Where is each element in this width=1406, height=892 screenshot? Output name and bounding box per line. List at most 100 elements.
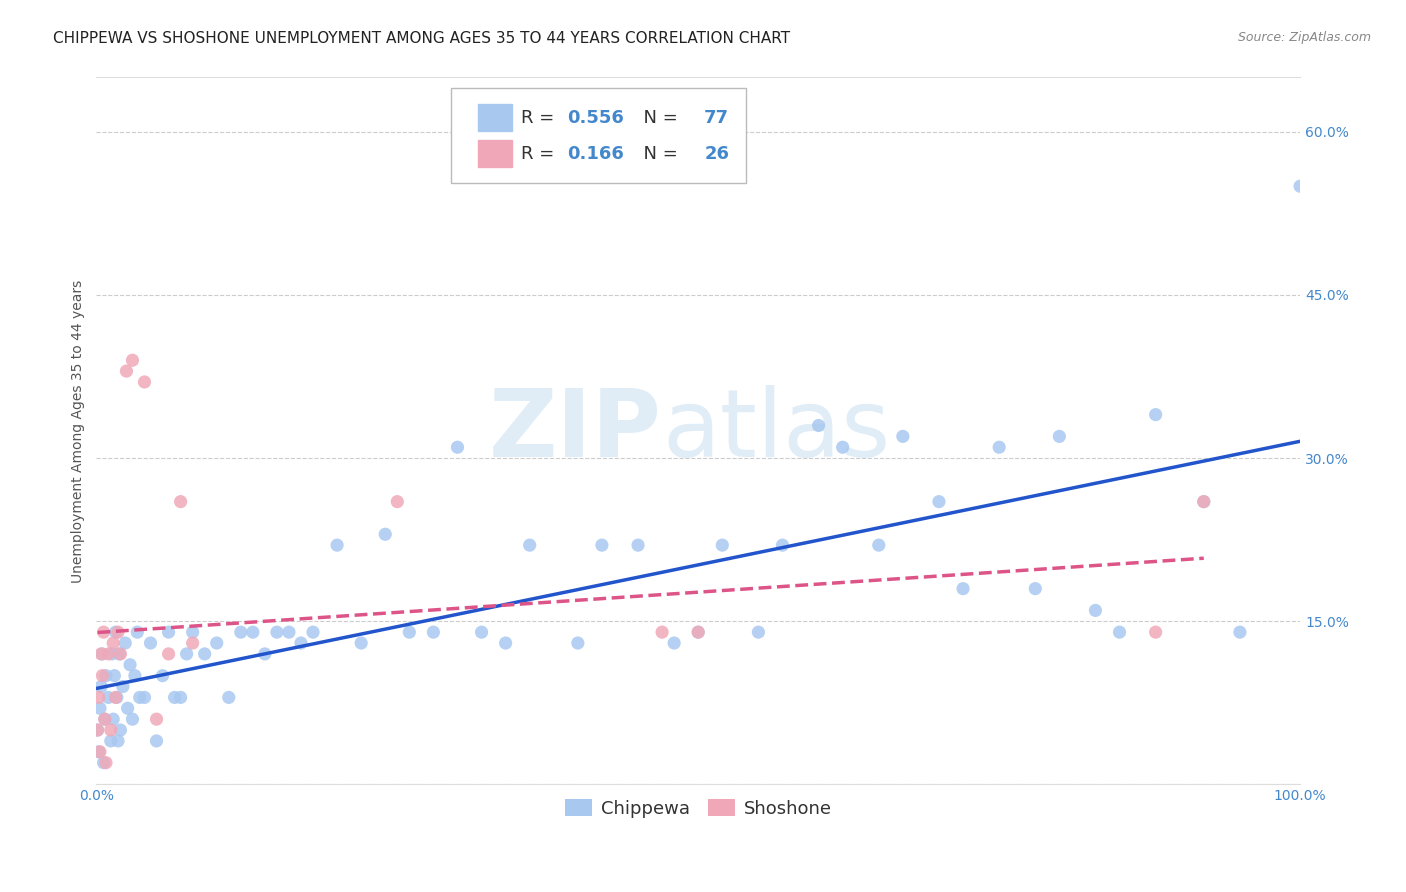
FancyBboxPatch shape	[451, 88, 747, 184]
Point	[94, 668, 117, 682]
Point	[86, 723, 108, 737]
Point	[253, 647, 276, 661]
Point	[169, 690, 191, 705]
Point	[117, 701, 139, 715]
Point	[145, 712, 167, 726]
Text: ZIP: ZIP	[489, 385, 662, 477]
Point	[831, 440, 853, 454]
Point	[1047, 429, 1070, 443]
Point	[87, 690, 110, 705]
Point	[422, 625, 444, 640]
Point	[868, 538, 890, 552]
Point	[110, 647, 132, 661]
Point	[988, 440, 1011, 454]
Point	[103, 668, 125, 682]
Point	[495, 636, 517, 650]
Text: R =: R =	[522, 109, 560, 127]
Point	[891, 429, 914, 443]
Point	[120, 657, 142, 672]
Point	[567, 636, 589, 650]
Point	[90, 647, 112, 661]
Point	[134, 690, 156, 705]
Point	[157, 647, 180, 661]
Point	[101, 647, 124, 661]
Point	[115, 364, 138, 378]
Point	[104, 625, 127, 640]
Point	[350, 636, 373, 650]
Point	[470, 625, 492, 640]
Point	[152, 668, 174, 682]
Point	[807, 418, 830, 433]
Point	[111, 680, 134, 694]
Point	[97, 690, 120, 705]
Point	[114, 636, 136, 650]
Point	[374, 527, 396, 541]
Point	[1144, 408, 1167, 422]
Point	[1192, 494, 1215, 508]
Point	[278, 625, 301, 640]
Point	[181, 625, 204, 640]
Point	[952, 582, 974, 596]
Point	[1084, 603, 1107, 617]
Point	[121, 353, 143, 368]
Point	[103, 636, 125, 650]
Point	[651, 625, 673, 640]
Point	[145, 734, 167, 748]
Point	[1289, 179, 1312, 194]
Y-axis label: Unemployment Among Ages 35 to 44 years: Unemployment Among Ages 35 to 44 years	[72, 279, 86, 582]
Point	[242, 625, 264, 640]
Point	[1229, 625, 1251, 640]
Point	[94, 712, 117, 726]
Point	[1108, 625, 1130, 640]
Point	[97, 647, 120, 661]
Point	[100, 723, 122, 737]
Point	[107, 734, 129, 748]
Point	[1192, 494, 1215, 508]
Point	[591, 538, 613, 552]
Point	[90, 680, 112, 694]
Point	[91, 668, 114, 682]
Point	[747, 625, 769, 640]
Point	[121, 712, 143, 726]
Point	[89, 745, 111, 759]
Point	[157, 625, 180, 640]
Text: N =: N =	[633, 145, 683, 162]
Point	[91, 647, 114, 661]
Text: R =: R =	[522, 145, 560, 162]
Point	[93, 625, 115, 640]
Point	[229, 625, 252, 640]
Bar	[478, 140, 512, 167]
Point	[194, 647, 217, 661]
Point	[772, 538, 794, 552]
Point	[86, 723, 108, 737]
Point	[302, 625, 325, 640]
Point	[103, 712, 125, 726]
Legend: Chippewa, Shoshone: Chippewa, Shoshone	[557, 792, 839, 825]
Point	[928, 494, 950, 508]
Point	[519, 538, 541, 552]
Point	[326, 538, 349, 552]
Point	[662, 636, 685, 650]
Point	[1144, 625, 1167, 640]
Point	[290, 636, 312, 650]
Text: 26: 26	[704, 145, 730, 162]
Point	[93, 756, 115, 770]
Point	[176, 647, 198, 661]
Text: CHIPPEWA VS SHOSHONE UNEMPLOYMENT AMONG AGES 35 TO 44 YEARS CORRELATION CHART: CHIPPEWA VS SHOSHONE UNEMPLOYMENT AMONG …	[53, 31, 790, 46]
Text: N =: N =	[633, 109, 683, 127]
Point	[169, 494, 191, 508]
Point	[163, 690, 186, 705]
Text: Source: ZipAtlas.com: Source: ZipAtlas.com	[1237, 31, 1371, 45]
Text: 77: 77	[704, 109, 730, 127]
Point	[89, 701, 111, 715]
Point	[134, 375, 156, 389]
Point	[105, 690, 128, 705]
Point	[266, 625, 288, 640]
Point	[688, 625, 710, 640]
Point	[446, 440, 468, 454]
Point	[398, 625, 420, 640]
Point	[139, 636, 162, 650]
Point	[688, 625, 710, 640]
Point	[110, 723, 132, 737]
Point	[124, 668, 146, 682]
